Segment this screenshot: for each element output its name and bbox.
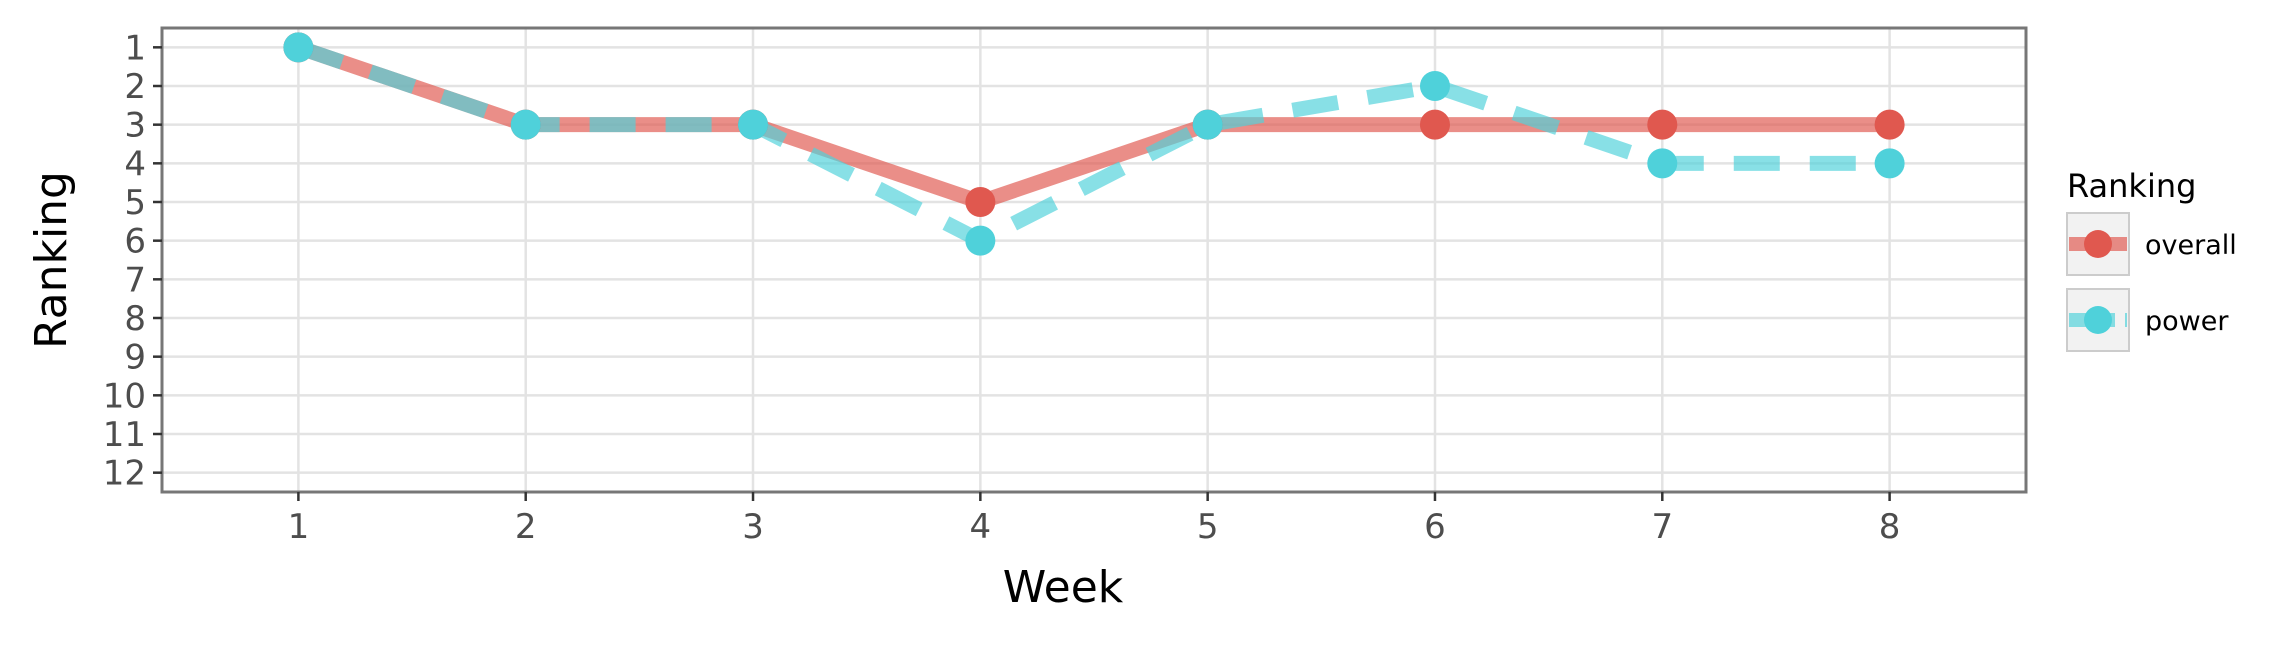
y-tick-label: 1 [124, 28, 146, 68]
data-point-power [510, 109, 541, 140]
series-line-power [295, 40, 1890, 249]
legend-item-power: power [2066, 288, 2229, 352]
y-tick-label: 8 [124, 299, 146, 339]
x-tick-label: 3 [742, 507, 764, 547]
data-point-power [283, 32, 314, 63]
series-line-overall [295, 40, 1890, 210]
data-point-overall [1419, 109, 1450, 140]
legend-label: overall [2145, 230, 2237, 261]
y-tick-label: 4 [124, 144, 146, 184]
x-tick-label: 2 [515, 507, 537, 547]
grid-lines [162, 28, 2026, 492]
data-point-power [1419, 71, 1450, 101]
x-tick-label: 8 [1879, 507, 1901, 547]
y-tick-label: 2 [124, 67, 146, 107]
x-tick-label: 7 [1651, 507, 1673, 547]
legend-key-point [2084, 230, 2112, 258]
legend-label: power [2145, 306, 2229, 337]
series-lines [295, 40, 1890, 249]
data-point-power [1647, 148, 1678, 179]
data-point-overall [1874, 109, 1905, 140]
y-tick-label: 10 [103, 376, 146, 416]
x-axis-label: Week [1003, 562, 1124, 613]
y-tick-label: 9 [124, 338, 146, 378]
y-tick-label: 3 [124, 106, 146, 146]
legend-key-point [2084, 306, 2112, 334]
y-axis-label: Ranking [26, 171, 77, 349]
y-tick-label: 6 [124, 222, 146, 262]
data-point-power [965, 225, 996, 256]
x-tick-label: 4 [970, 507, 992, 547]
y-tick-label: 7 [124, 260, 146, 300]
y-tick-label: 12 [103, 454, 146, 494]
y-tick-label: 5 [124, 183, 146, 223]
y-tick-label: 11 [103, 415, 146, 455]
data-point-power [1874, 148, 1905, 179]
plot-panel-border [160, 26, 2028, 494]
data-point-power [738, 109, 769, 140]
x-tick-label: 5 [1197, 507, 1219, 547]
data-point-overall [1647, 109, 1678, 140]
data-point-overall [965, 187, 996, 217]
legend-item-overall: overall [2066, 212, 2237, 276]
series-points [283, 32, 1905, 256]
x-tick-label: 1 [288, 507, 310, 547]
x-tick-label: 6 [1424, 507, 1446, 547]
legend-title: Ranking [2067, 167, 2196, 205]
legend: Ranking overall power [2066, 167, 2237, 352]
data-point-power [1192, 109, 1223, 140]
